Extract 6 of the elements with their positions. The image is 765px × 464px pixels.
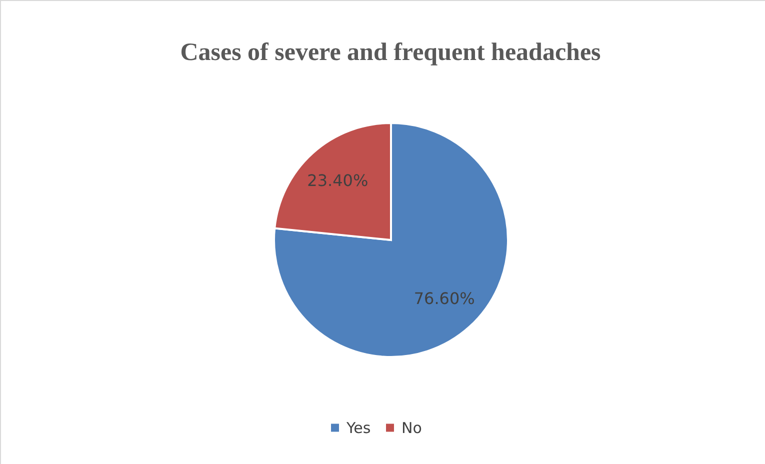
- legend-label: Yes: [346, 418, 371, 437]
- data-label: 23.40%: [307, 170, 368, 190]
- legend-label: No: [402, 418, 422, 437]
- pie-slice: [273, 122, 509, 358]
- data-label: 76.60%: [414, 289, 475, 308]
- chart-title: Cases of severe and frequent headaches: [180, 39, 602, 66]
